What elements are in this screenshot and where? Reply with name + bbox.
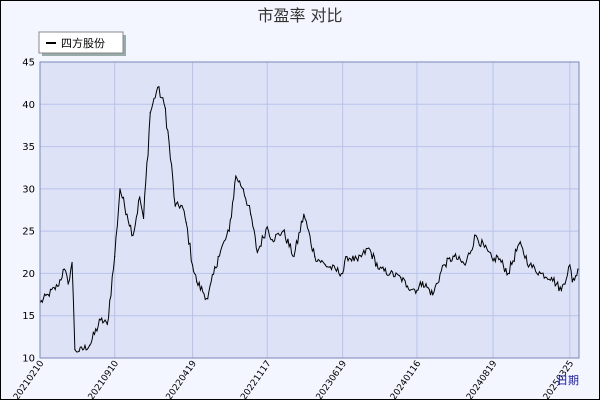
data-point	[282, 230, 284, 232]
data-point	[324, 264, 326, 266]
data-point	[314, 255, 316, 258]
x-axis-title: 日期	[557, 374, 579, 387]
data-point	[250, 213, 252, 215]
data-point	[571, 281, 573, 283]
y-tick-label: 35	[22, 142, 35, 153]
data-point	[518, 243, 520, 245]
data-point	[114, 255, 116, 258]
data-point	[106, 323, 108, 325]
chart-title: 市盈率 对比	[257, 6, 342, 25]
legend: 四方股份	[38, 31, 126, 56]
data-point	[357, 260, 359, 262]
data-point	[164, 107, 167, 110]
data-point	[492, 260, 494, 262]
data-point	[293, 255, 295, 258]
data-point	[71, 261, 73, 264]
data-point	[228, 230, 230, 232]
series-line-sifang	[39, 85, 580, 353]
legend-box	[38, 31, 124, 54]
data-point	[139, 196, 141, 198]
data-point	[389, 272, 391, 275]
y-tick-label: 15	[22, 311, 35, 322]
data-point	[185, 222, 187, 224]
data-point	[99, 319, 102, 321]
data-point	[368, 247, 370, 249]
y-tick-label: 10	[22, 354, 35, 365]
y-axis: 10 15 20 25 30 35 40 45	[22, 58, 35, 365]
data-point	[400, 277, 402, 279]
data-point	[132, 234, 134, 236]
data-point	[475, 234, 477, 236]
data-point	[550, 277, 553, 279]
series-points	[39, 86, 580, 352]
data-point	[303, 213, 305, 215]
data-point	[421, 281, 424, 283]
data-point	[119, 188, 121, 190]
data-point	[47, 293, 49, 296]
data-point	[67, 282, 69, 285]
grid	[40, 62, 579, 358]
data-point	[235, 175, 237, 177]
data-point	[266, 226, 268, 228]
data-point	[346, 255, 348, 258]
data-point	[540, 272, 542, 275]
y-tick-label: 45	[22, 58, 35, 69]
data-point	[432, 293, 434, 296]
data-point	[157, 86, 159, 88]
data-point	[74, 348, 76, 351]
data-point	[453, 255, 455, 258]
data-point	[560, 289, 562, 291]
data-point	[78, 350, 80, 352]
data-point	[57, 285, 59, 287]
data-point	[529, 264, 531, 266]
data-point	[196, 281, 198, 283]
y-tick-label: 25	[22, 227, 35, 238]
data-point	[443, 264, 445, 266]
data-point	[63, 268, 65, 270]
data-point	[89, 344, 91, 346]
data-point	[507, 272, 509, 275]
data-point	[174, 205, 176, 207]
data-point	[191, 264, 194, 266]
legend-label-sifang: 四方股份	[61, 36, 105, 50]
data-point	[217, 255, 219, 258]
data-point	[406, 285, 409, 287]
data-point	[256, 251, 258, 253]
data-point	[569, 264, 571, 266]
y-tick-label: 20	[22, 269, 35, 280]
data-point	[126, 213, 128, 215]
data-point	[497, 255, 499, 258]
data-point	[207, 298, 209, 300]
data-point	[181, 205, 183, 207]
data-point	[378, 268, 380, 270]
y-tick-label: 40	[22, 100, 35, 111]
data-point	[142, 217, 145, 220]
data-point	[342, 272, 344, 275]
y-tick-label: 30	[22, 184, 35, 195]
data-point	[149, 112, 151, 114]
data-point	[271, 239, 273, 241]
data-point	[464, 264, 466, 266]
data-point	[242, 188, 244, 190]
plot-area	[40, 62, 579, 358]
plot-border	[39, 61, 580, 359]
data-point	[416, 289, 418, 291]
